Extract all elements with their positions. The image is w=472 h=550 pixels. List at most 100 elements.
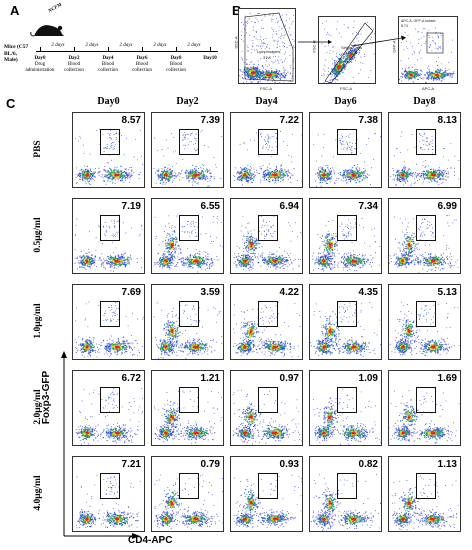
treg-gate [416,473,436,499]
mice-label: Mice (C57 BL/6, Male) [4,44,30,64]
row-label: 4.0μg/ml [33,463,43,523]
timeline-day-label: Day2 [59,56,89,62]
gate-percentage: 1.13 [438,459,457,470]
flow-plot: 7.21 [72,456,145,532]
gate-value-single-cells: 97.9 [345,50,353,55]
y-axis-title: Foxp3-GFP [41,371,52,424]
gate-label-apc-gfp: APC-A, GFP-A subset [401,19,435,23]
timeline-day-label: Day0 [25,56,55,62]
timeline-interval-label: 2 days [78,43,106,48]
flow-plot: 4.22 [230,284,303,360]
gate-percentage: 0.79 [201,459,220,470]
treg-gate [100,473,120,499]
gate-label-lymphocytes: Lymphocytes [257,49,280,54]
flow-plot: 7.34 [309,198,382,274]
treg-gate [416,387,436,413]
flow-plot-dots [389,387,460,444]
gate-percentage: 7.39 [201,115,220,126]
gate-value-lymphocytes: 37.8 [263,55,271,60]
flow-plot-dots [233,301,301,358]
treg-gate [258,129,278,155]
treg-gate [100,301,120,327]
flow-plot: 8.57 [72,112,145,188]
flow-plot-dots [153,390,223,444]
timeline-tick [142,47,143,52]
flow-plot-dots [74,301,144,358]
flow-plot-dots [389,214,459,273]
gate-percentage: 4.35 [359,287,378,298]
timeline-event-desc: Blood collection [127,62,157,74]
gate-percentage: 6.99 [438,201,457,212]
treg-gate [179,129,199,155]
treg-gate [179,301,199,327]
timeline-event-desc: Blood collection [93,62,123,74]
flow-plot: 8.13 [388,112,461,188]
flow-plot-dots [153,474,223,530]
gate-percentage: 7.19 [122,201,141,212]
flow-plot-dots [153,215,223,273]
flow-plot-dots [75,128,143,186]
gate-percentage: 8.13 [438,115,457,126]
flow-plot: 1.13 [388,456,461,532]
gating-arrows [298,35,406,47]
flow-plot: 0.97 [230,370,303,446]
timeline-day-label: Day10 [195,56,225,62]
treg-gate [416,301,436,327]
flow-plot: 0.79 [151,456,224,532]
treg-gate [258,215,278,241]
treg-gate [337,215,357,241]
column-header-day2: Day2 [151,96,224,107]
timeline-tick [40,47,41,52]
treg-gate [258,301,278,327]
column-header-day0: Day0 [72,96,145,107]
flow-plot-dots [313,133,381,187]
flow-plot-dots [153,129,223,187]
gating-yaxis-1: SSC-A [234,36,239,48]
column-header-day8: Day8 [388,96,461,107]
flow-plot-dots [74,214,143,272]
flow-plot-dots [389,301,460,357]
gate-percentage: 1.09 [359,373,378,384]
treg-gate [100,387,120,413]
column-header-day4: Day4 [230,96,303,107]
flow-plot: 1.21 [151,370,224,446]
gating-plot-single-cells: Single Cells 97.9 [318,16,376,84]
panel-letter-a: A [10,3,19,18]
flow-plot: 6.72 [72,370,145,446]
column-header-day6: Day6 [309,96,382,107]
flow-plot-dots [310,474,381,531]
cage-label: NCFM [48,3,63,15]
gating-xaxis-1: FSC-A [260,86,272,91]
gating-plot-lymphocytes: Lymphocytes 37.8 [238,8,296,84]
gate-percentage: 3.59 [201,287,220,298]
gating-plot-apc-gfp: APC-A, GFP-A subset 8.74 [398,16,458,84]
treg-gate [337,473,357,499]
timeline-event-desc: Drug administration [25,62,55,74]
panel-letter-c: C [6,96,15,111]
timeline-day-label: Day8 [161,56,191,62]
row-label: PBS [33,119,43,179]
flow-plot: 7.22 [230,112,303,188]
treg-gate [416,215,436,241]
gate-percentage: 8.57 [122,115,141,126]
flow-plot: 7.19 [72,198,145,274]
treg-gate [100,129,120,155]
flow-plot-dots [312,388,381,445]
gate-percentage: 7.21 [122,459,141,470]
flow-plot: 3.59 [151,284,224,360]
flow-plot: 1.69 [388,370,461,446]
flow-plot-dots [233,131,302,186]
gate-percentage: 6.94 [280,201,299,212]
timeline-tick [176,47,177,52]
treg-gate [337,301,357,327]
timeline-axis [36,51,218,52]
timeline-tick [210,47,211,52]
gating-xaxis-2: FSC-A [340,86,352,91]
gate-label-single-cells: Single Cells [341,45,362,50]
flow-plot-dots [232,386,302,445]
treg-gate [337,387,357,413]
x-axis-arrow [64,533,140,539]
flow-plot-dots [311,215,381,272]
timeline-day-label: Day4 [93,56,123,62]
row-label: 1.0μg/ml [33,291,43,351]
